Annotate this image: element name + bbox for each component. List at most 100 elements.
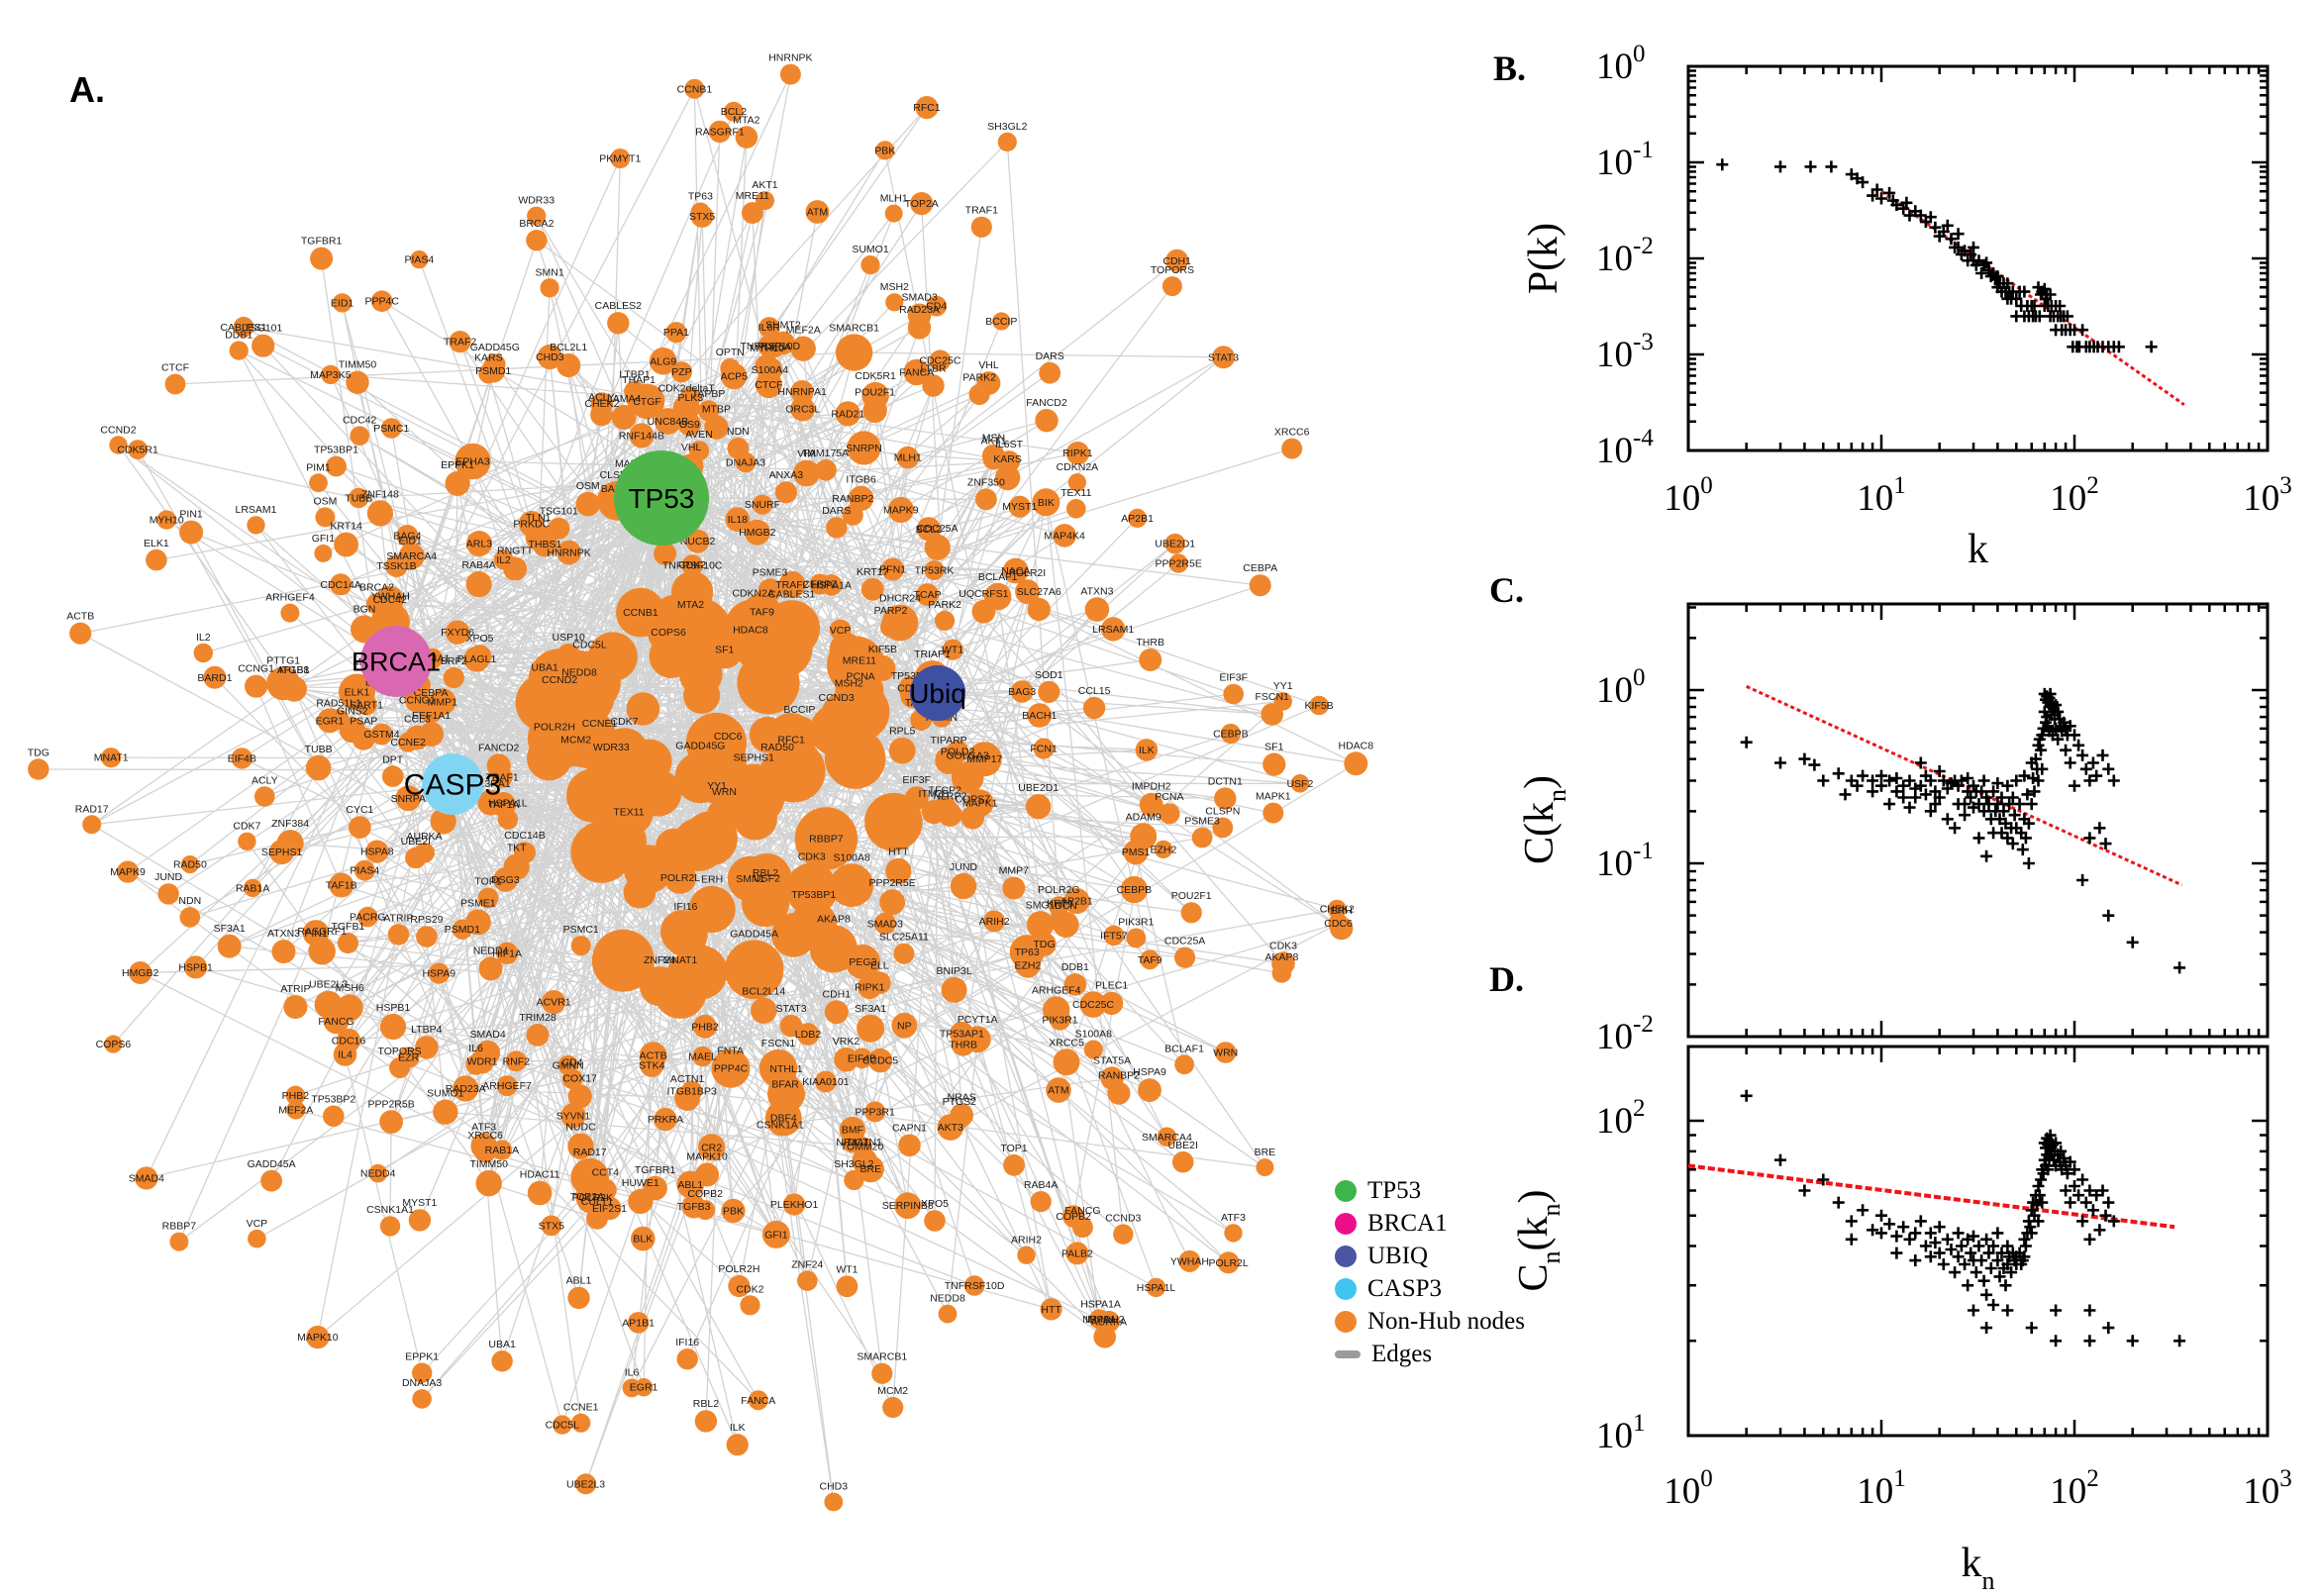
gene-label: EZR (398, 1052, 419, 1064)
gene-label: GSTM4 (363, 729, 399, 741)
network-node (626, 692, 660, 726)
network-node (1344, 751, 1368, 776)
gene-label: TFCP2 (929, 784, 961, 796)
network-node (815, 1070, 837, 1093)
network-node (679, 652, 723, 696)
network-node (796, 1023, 820, 1046)
network-node (860, 255, 880, 275)
gene-label: PBK (874, 145, 895, 156)
gene-label: CCNG1 (399, 694, 436, 706)
network-node (575, 1473, 597, 1495)
network-node (332, 293, 353, 313)
network-node (740, 1295, 760, 1316)
gene-label: VRK2 (833, 1036, 860, 1047)
gene-label: TP63 (688, 191, 713, 203)
network-node (82, 815, 102, 835)
panel-c-label: C. (1489, 570, 1524, 610)
gene-label: ARIH2 (979, 916, 1010, 928)
legend-item-casp3: CASP3 (1335, 1272, 1525, 1305)
gene-label: FXYD6 (441, 627, 474, 639)
gene-label: CTGF (633, 396, 661, 408)
network-node (1046, 1077, 1071, 1103)
legend-label: Non-Hub nodes (1367, 1307, 1526, 1335)
network-node (248, 1229, 266, 1248)
network-node (829, 619, 852, 642)
gene-label: PMS1 (1122, 847, 1151, 858)
network-node (779, 63, 801, 85)
gene-label: PTTG1 (266, 654, 300, 666)
gene-label: PIN1 (179, 509, 203, 521)
gene-label: SMARCB1 (857, 1351, 907, 1363)
gene-label: KRT17 (857, 566, 889, 578)
network-node (526, 230, 548, 251)
network-node (660, 910, 705, 954)
gene-label: GADD45G (470, 342, 520, 353)
gene-label: CLSPN (1205, 805, 1240, 817)
gene-label: GADD45A (248, 1158, 296, 1170)
network-node (894, 1192, 922, 1220)
network-node (1281, 438, 1303, 459)
network-node (622, 1378, 642, 1398)
gene-label: CDK7 (610, 716, 638, 728)
gene-label: NRAS (948, 1092, 976, 1104)
gene-label: CABLES1 (220, 322, 266, 334)
network-node (567, 1084, 592, 1109)
network-node (951, 761, 984, 794)
network-node (929, 349, 952, 372)
gene-label: BGN (354, 603, 376, 615)
gene-label: BCLAF1 (1164, 1043, 1204, 1054)
gene-label: DCN (1055, 900, 1077, 912)
gene-label: AVEN (685, 429, 713, 441)
gene-label: SHMT2 (765, 320, 801, 332)
gene-label: DNAJA3 (402, 1377, 442, 1389)
network-node (280, 603, 300, 623)
network-node (655, 408, 681, 435)
tick-label: 101 (1596, 1410, 1646, 1456)
network-node (433, 1099, 458, 1125)
network-node (997, 132, 1017, 151)
network-node (1140, 949, 1161, 970)
network-node (1212, 346, 1236, 369)
network-node (684, 78, 705, 99)
network-node (628, 1188, 654, 1215)
gene-label: TRAF1 (965, 205, 998, 217)
gene-label: CDKN2A (732, 587, 774, 599)
gene-label: BIK (1038, 497, 1055, 509)
legend-label: BRCA1 (1367, 1209, 1448, 1237)
network-node (503, 556, 528, 581)
gene-label: USF2 (754, 872, 780, 884)
gene-label: ALG9 (650, 355, 676, 367)
gene-label: VCP (247, 1218, 268, 1230)
network-node (968, 383, 990, 405)
gene-label: TLN1 (526, 512, 552, 524)
network-node (742, 202, 763, 224)
network-node (915, 96, 939, 120)
network-node (779, 1014, 803, 1038)
gene-label: MSN (982, 433, 1005, 445)
gene-label: ARL3 (466, 539, 492, 550)
gene-label: TGFBR1 (635, 1164, 676, 1176)
network-node (585, 811, 647, 872)
gene-label: LTBP4 (411, 1024, 442, 1036)
network-node (1154, 840, 1173, 859)
network-node (983, 910, 1005, 933)
hub-label-ubiq: Ubiq (909, 678, 966, 709)
network-node (396, 525, 419, 547)
network-node (496, 1075, 518, 1097)
network-node (624, 380, 646, 402)
network-node (994, 464, 1021, 491)
gene-label: UBE2L3 (566, 1478, 605, 1490)
gene-label: PSME3 (1184, 816, 1220, 828)
tick-label: 10-1 (1596, 838, 1654, 884)
gene-label: MAPK10 (686, 1151, 728, 1163)
legend-label: Edges (1371, 1340, 1433, 1367)
network-node (922, 374, 945, 397)
gene-label: NDN (727, 426, 750, 438)
gene-label: MSH6 (336, 982, 364, 994)
network-node (938, 1304, 958, 1324)
gene-label: TRAF2 (775, 579, 808, 591)
network-node (852, 1136, 872, 1157)
network-node (469, 1048, 495, 1074)
gene-label: COX17 (562, 1072, 597, 1084)
network-node (907, 303, 932, 328)
